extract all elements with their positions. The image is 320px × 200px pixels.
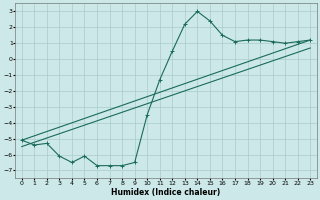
X-axis label: Humidex (Indice chaleur): Humidex (Indice chaleur): [111, 188, 220, 197]
